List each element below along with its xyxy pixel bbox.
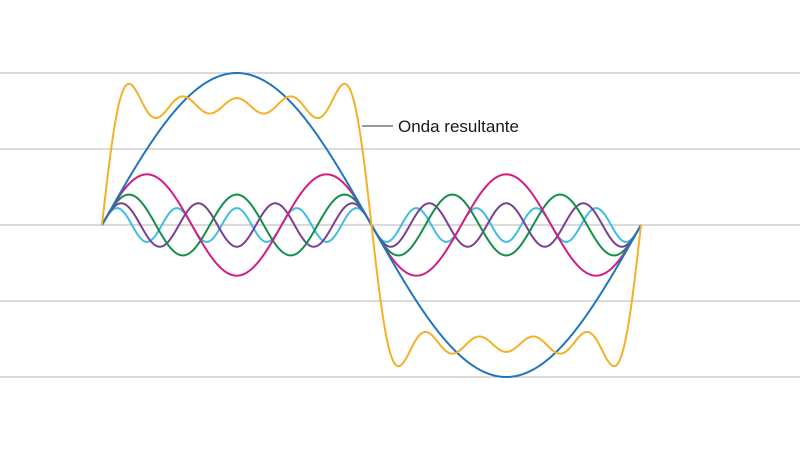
- annotation-label: Onda resultante: [398, 117, 519, 136]
- annotation-group: Onda resultante: [362, 117, 519, 136]
- series-group: [101, 72, 642, 378]
- series-resultant-wave: [101, 82, 642, 368]
- gridlines: [0, 72, 800, 378]
